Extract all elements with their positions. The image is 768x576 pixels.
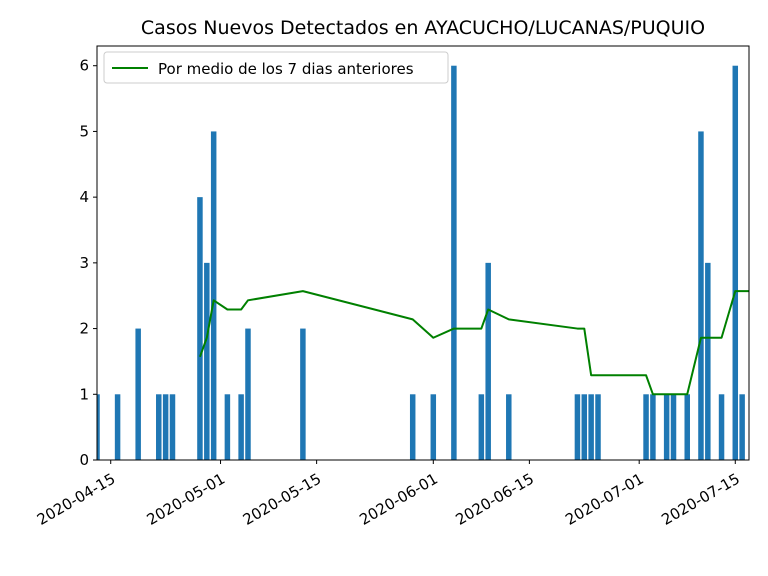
bar <box>650 394 656 460</box>
y-tick-label: 1 <box>79 385 89 403</box>
bar <box>114 394 121 460</box>
line-series <box>199 290 749 396</box>
x-tick-label: 2020-07-01 <box>562 470 647 529</box>
bar <box>663 394 670 460</box>
bar <box>643 394 649 460</box>
y-tick-label: 0 <box>79 451 89 469</box>
x-tick-label: 2020-06-01 <box>356 470 441 529</box>
bar <box>169 394 176 460</box>
bar <box>162 394 169 460</box>
bar <box>595 394 601 460</box>
bar <box>478 394 485 460</box>
bar <box>581 394 588 460</box>
bar <box>588 394 594 460</box>
bar <box>670 394 677 460</box>
bar <box>238 394 244 460</box>
bars-group <box>97 65 745 461</box>
bar <box>485 262 491 460</box>
bar <box>409 394 416 460</box>
y-tick-label: 5 <box>79 122 89 140</box>
bar <box>197 197 203 460</box>
x-tick-label: 2020-07-15 <box>658 470 743 529</box>
y-tick-label: 2 <box>79 320 89 338</box>
bar <box>430 394 437 460</box>
bar <box>684 394 690 460</box>
x-tick-label: 2020-05-01 <box>144 470 229 529</box>
x-tick-label: 2020-04-15 <box>34 470 119 529</box>
legend-box <box>103 51 449 84</box>
bar <box>718 394 725 460</box>
bar <box>705 262 711 460</box>
bar <box>204 262 210 460</box>
y-tick-label: 4 <box>79 188 89 206</box>
axes-group: 0 1 2 3 4 5 6 2020-04-15 2020-05-01 2020-05-15 202… <box>34 45 750 529</box>
bar <box>135 328 141 460</box>
bar <box>245 328 251 460</box>
bar <box>97 394 100 460</box>
line-group <box>199 290 749 396</box>
bar <box>732 65 739 461</box>
y-tick-label: 6 <box>79 57 89 75</box>
legend: Por medio de los 7 dias anteriores <box>103 51 449 84</box>
bar <box>210 131 217 460</box>
bar <box>224 394 231 460</box>
bar <box>451 65 457 461</box>
bar <box>574 394 581 460</box>
bar <box>739 394 745 460</box>
bar <box>300 328 306 460</box>
x-tick-label: 2020-05-15 <box>240 470 325 529</box>
bar <box>698 131 704 460</box>
chart-title: Casos Nuevos Detectados en AYACUCHO/LUCA… <box>141 17 705 39</box>
bar <box>156 394 162 460</box>
legend-label: Por medio de los 7 dias anteriores <box>158 60 414 78</box>
plot-frame <box>96 45 750 461</box>
x-tick-label: 2020-06-15 <box>452 470 537 529</box>
bar <box>506 394 512 460</box>
y-tick-label: 3 <box>79 254 89 272</box>
